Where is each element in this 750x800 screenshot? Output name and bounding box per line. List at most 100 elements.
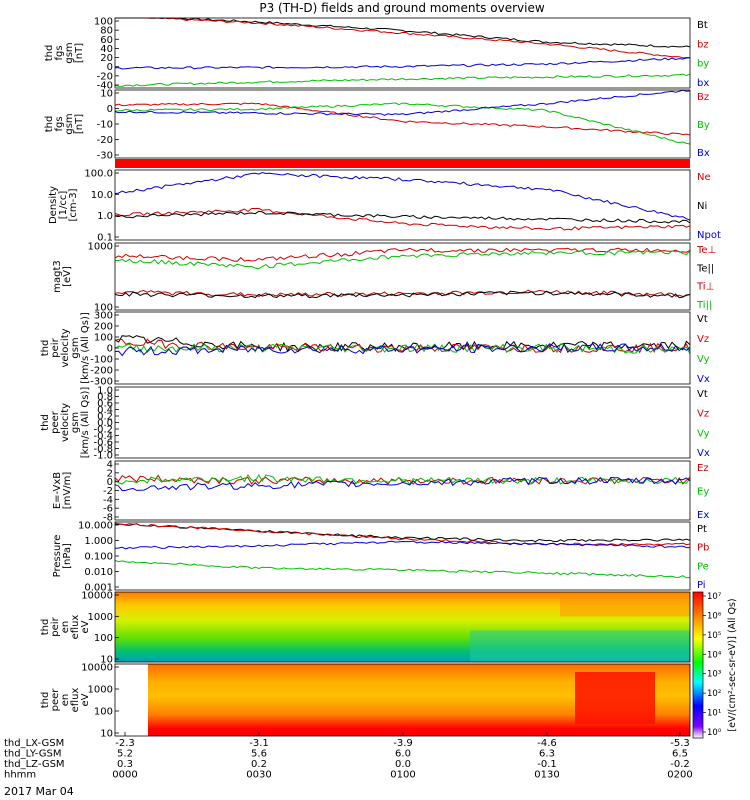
- x-tick-label: 6.5: [672, 749, 688, 760]
- series-pe: [114, 559, 691, 579]
- series-bz: [114, 102, 691, 136]
- y-tick-label: -0.2: [93, 425, 113, 436]
- y-tick-label: -300: [90, 377, 113, 388]
- colorbar-tick-label: 10²: [707, 689, 721, 699]
- y-tick-label: -100: [90, 355, 113, 366]
- y-tick-label: 200: [94, 322, 113, 333]
- legend-vz: Vz: [697, 334, 709, 345]
- y-axis-label: [km/s (All Qs)]: [80, 387, 91, 459]
- colorbar-tick-label: 10⁶: [707, 611, 722, 621]
- date-label: 2017 Mar 04: [4, 785, 74, 798]
- y-tick-label: -1.0: [93, 451, 113, 462]
- x-row-label: thd_LZ-GSM: [4, 759, 65, 770]
- y-axis-label: [nPa]: [62, 543, 73, 569]
- colorbar: [692, 591, 704, 739]
- panel-electron_velocity: 1.00.80.60.40.20.0-0.2-0.4-0.6-0.8-1.0 th…: [40, 386, 710, 462]
- y-tick-label: 100: [94, 17, 113, 28]
- legend-vx: Vx: [697, 448, 710, 459]
- y-axis-label: gsm: [64, 42, 75, 63]
- panel-frame: [114, 242, 691, 311]
- legend-ti⊥: Ti⊥: [696, 282, 714, 293]
- colorbar-tick-label: 10⁰: [707, 728, 722, 738]
- y-axis-label: E=-VxB: [52, 472, 63, 509]
- series-bx: [114, 89, 691, 116]
- panel-frame: [114, 17, 691, 89]
- x-tick-label: 0030: [246, 770, 271, 781]
- legend-bt: Bt: [697, 20, 708, 31]
- legend-bz: Bz: [697, 92, 709, 103]
- x-tick-label: -0.1: [537, 759, 557, 770]
- y-tick-label: 0.010: [84, 567, 113, 578]
- y-tick-label: -0.4: [93, 431, 113, 442]
- series-ti||: [115, 250, 691, 270]
- y-tick-label: 10: [100, 655, 113, 666]
- y-tick-label: 60: [100, 35, 113, 46]
- y-tick-label: 0.0: [97, 418, 113, 429]
- legend-vy: Vy: [697, 354, 710, 365]
- y-tick-label: 40: [100, 44, 113, 55]
- legend-pi: Pi: [697, 580, 706, 591]
- y-tick-label: -2: [103, 486, 113, 497]
- y-tick-label: 80: [100, 26, 113, 37]
- y-axis-label: [nT]: [74, 114, 85, 134]
- x-tick-label: -3.1: [249, 738, 269, 749]
- x-row-label: thd_LY-GSM: [4, 749, 61, 760]
- legend-ex: Ex: [697, 510, 709, 521]
- y-axis-label: [mV/m]: [62, 472, 73, 510]
- legend-bz: bz: [697, 39, 709, 50]
- y-tick-label: 1000: [88, 612, 113, 623]
- y-axis-label: [cm-3]: [68, 188, 79, 221]
- y-axis-label: eflux: [70, 615, 81, 640]
- y-axis-label: thd: [44, 45, 55, 62]
- y-tick-label: 100: [94, 633, 113, 644]
- panel-frame: [114, 521, 691, 591]
- y-tick-label: 300: [94, 311, 113, 322]
- legend-ni: Ni: [697, 201, 707, 212]
- legend-vt: Vt: [697, 389, 708, 400]
- y-tick-label: 20: [100, 53, 113, 64]
- series-te⊥: [114, 289, 691, 298]
- series-by: [114, 73, 691, 87]
- x-tick-label: -3.9: [393, 738, 413, 749]
- x-tick-label: 0100: [390, 770, 415, 781]
- legend-vz: Vz: [697, 409, 709, 420]
- y-tick-label: 1.0: [97, 386, 113, 397]
- x-tick-label: 0200: [667, 770, 692, 781]
- panel-frame: [114, 311, 691, 385]
- y-axis-label: fgs: [54, 116, 65, 131]
- legend-vt: Vt: [697, 314, 708, 325]
- y-axis-label: thd: [44, 116, 55, 133]
- y-axis-label: [1/cc]: [58, 191, 69, 220]
- x-tick-label: 5.2: [117, 749, 133, 760]
- x-tick-label: 0.0: [395, 759, 411, 770]
- x-tick-label: -2.3: [115, 738, 135, 749]
- figure-title: P3 (TH-D) fields and ground moments over…: [259, 1, 544, 15]
- y-tick-label: 1.0: [97, 211, 113, 222]
- y-axis-label: velocity: [60, 403, 71, 442]
- y-tick-label: 0.8: [97, 392, 113, 403]
- x-row-label: thd_LX-GSM: [4, 738, 64, 749]
- x-tick-label: -5.3: [670, 738, 690, 749]
- y-tick-label: 10.0: [91, 190, 113, 201]
- panel-electron_spec: 10000 1000 100 10 thd peer en eflux eV: [40, 663, 691, 740]
- series-ne: [114, 207, 691, 231]
- separator-bar: [115, 159, 690, 168]
- y-axis-label: Density: [48, 186, 59, 224]
- y-axis-label: thd: [40, 692, 51, 709]
- legend-te⊥: Te⊥: [696, 245, 716, 256]
- y-tick-label: -4: [103, 495, 113, 506]
- colorbar-tick-label: 10⁴: [707, 650, 722, 660]
- y-tick-label: 0.100: [84, 552, 113, 563]
- y-tick-label: 10: [100, 729, 113, 740]
- y-axis-label: peer: [50, 410, 61, 434]
- y-axis-label: [eV]: [62, 266, 73, 287]
- y-tick-label: 2: [107, 468, 113, 479]
- y-tick-label: 0: [107, 477, 113, 488]
- y-axis-label: en: [60, 694, 71, 707]
- legend-ti||: Ti||: [696, 300, 712, 311]
- legend-te||: Te||: [696, 263, 714, 274]
- y-tick-label: 1.000: [84, 536, 113, 547]
